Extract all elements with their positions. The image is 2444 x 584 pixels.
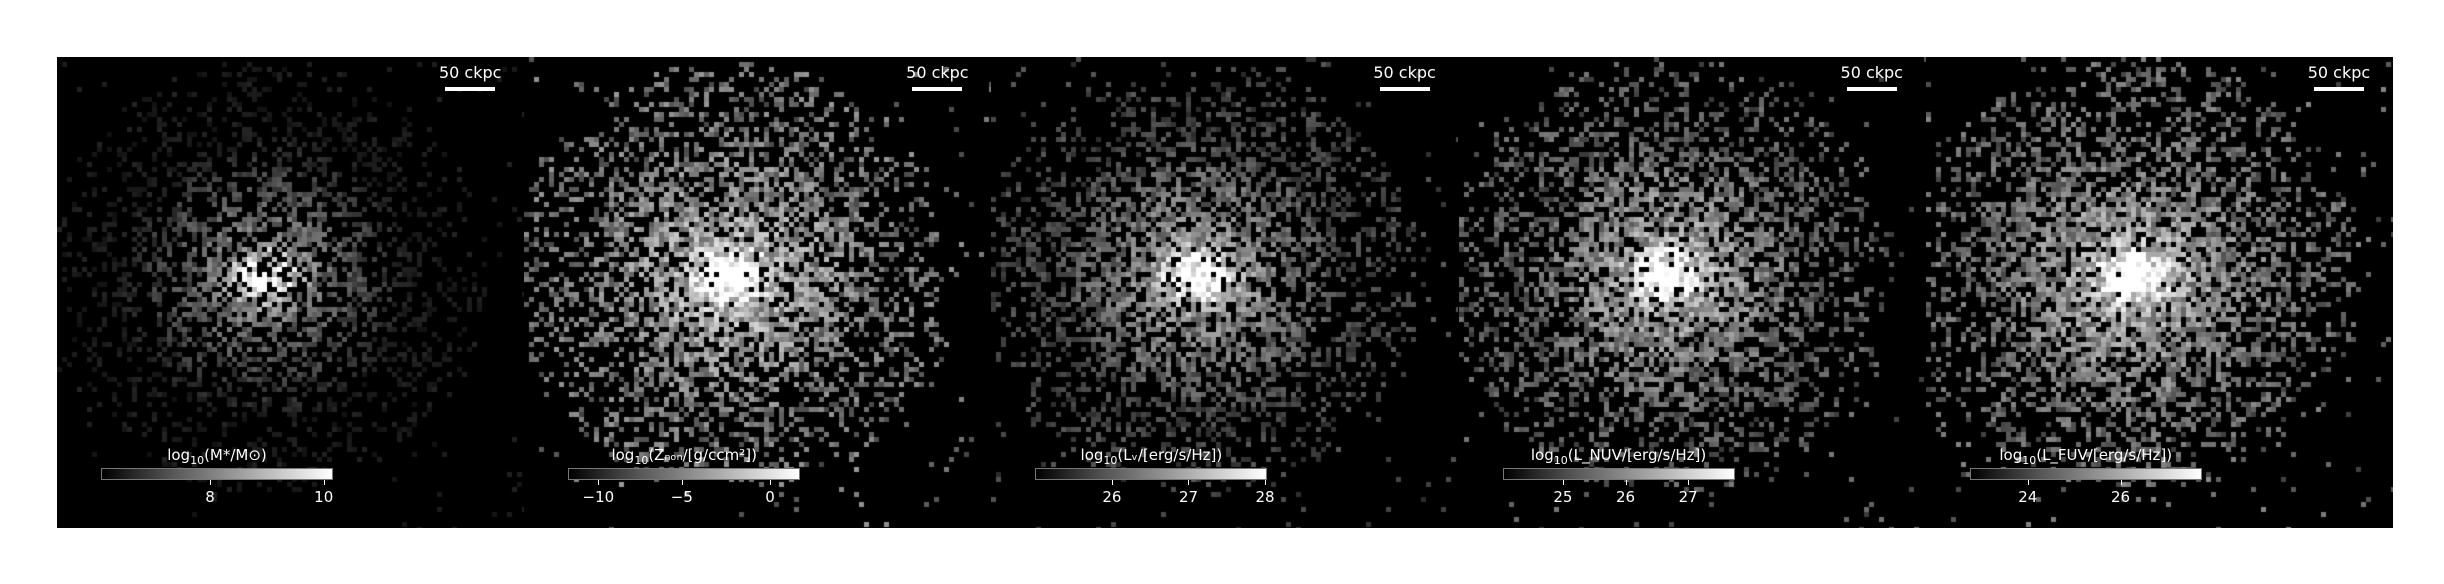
- colorbar-gradient: [101, 468, 333, 480]
- scale-bar: 50 ckpc: [1832, 63, 1912, 91]
- colorbar-tick-label: 24: [2018, 488, 2038, 506]
- colorbar-tick-label: 27: [1678, 488, 1698, 506]
- colorbar-label: log10(L_FUV/[erg/s/Hz]): [1999, 446, 2173, 467]
- scale-bar-line: [2313, 87, 2364, 91]
- colorbar-tick-label: 10: [314, 488, 334, 506]
- colorbar-tick-label: 27: [1178, 488, 1199, 506]
- colorbar-gradient: [1502, 468, 1735, 480]
- colorbar: log10(L_FUV/[erg/s/Hz]) 24 26: [1969, 446, 2202, 516]
- colorbar-tick: [598, 480, 600, 485]
- colorbar-tick-label: 26: [1615, 488, 1636, 506]
- scale-bar-line: [445, 87, 496, 91]
- pixel-map: [1925, 57, 2393, 528]
- colorbar-gradient: [1035, 468, 1268, 480]
- panel-stellar-mass: 50 ckpc log10(M*/M⊙) 8 10: [57, 57, 525, 528]
- colorbar: log10(Lᵥ/[erg/s/Hz]) 26 27 28: [1035, 446, 1275, 516]
- colorbar-tick-label: 28: [1255, 488, 1275, 506]
- scale-bar: 50 ckpc: [430, 63, 510, 91]
- panel-metallicity: 50 ckpc log10(Zₙₒₙ/[g/ccm²]) −10 −5 0: [524, 57, 992, 528]
- scale-bar-line: [1379, 87, 1430, 91]
- panel-v-band-luminosity: 50 ckpc log10(Lᵥ/[erg/s/Hz]) 26 27 28: [991, 57, 1459, 528]
- colorbar-tick: [1625, 480, 1627, 485]
- scale-bar: 50 ckpc: [2299, 63, 2379, 91]
- colorbar-tick-label: 26: [2111, 488, 2131, 506]
- colorbar-gradient: [568, 468, 801, 480]
- colorbar-tick: [1111, 480, 1113, 485]
- scale-bar-label: 50 ckpc: [1373, 63, 1436, 82]
- colorbar: log10(L_NUV/[erg/s/Hz]) 25 26 27: [1502, 446, 1735, 516]
- scale-bar-label: 50 ckpc: [2307, 63, 2371, 82]
- colorbar: log10(Zₙₒₙ/[g/ccm²]) −10 −5 0: [568, 446, 801, 516]
- colorbar-tick: [2120, 480, 2122, 485]
- colorbar-tick: [1188, 480, 1190, 485]
- colorbar-gradient: [1969, 468, 2202, 480]
- colorbar-tick: [323, 480, 325, 485]
- colorbar: log10(M*/M⊙) 8 10: [101, 446, 333, 516]
- pixel-map: [1458, 57, 1926, 528]
- colorbar-tick: [681, 480, 683, 485]
- colorbar-tick-label: 0: [765, 488, 775, 506]
- scale-bar-line: [912, 87, 963, 91]
- colorbar-label: log10(L_NUV/[erg/s/Hz]): [1530, 446, 1707, 467]
- colorbar-label: log10(Lᵥ/[erg/s/Hz]): [1080, 446, 1223, 467]
- colorbar-tick-label: 26: [1102, 488, 1122, 506]
- colorbar-tick: [210, 480, 212, 485]
- colorbar-tick: [770, 480, 772, 485]
- colorbar-tick-label: −5: [670, 488, 693, 506]
- scale-bar: 50 ckpc: [897, 63, 977, 91]
- galaxy-map-strip: 50 ckpc log10(M*/M⊙) 8 10 50 ckpc log10(Z…: [57, 57, 2393, 528]
- pixel-map: [57, 57, 524, 528]
- colorbar-tick: [1562, 480, 1564, 485]
- panel-fuv-luminosity: 50 ckpc log10(L_FUV/[erg/s/Hz]) 24 26: [1925, 57, 2393, 528]
- colorbar-tick: [1688, 480, 1690, 485]
- panel-nuv-luminosity: 50 ckpc log10(L_NUV/[erg/s/Hz]) 25 26 27: [1458, 57, 1926, 528]
- scale-bar-line: [1846, 87, 1897, 91]
- scale-bar-label: 50 ckpc: [438, 63, 502, 82]
- colorbar-tick: [2027, 480, 2029, 485]
- scale-bar-label: 50 ckpc: [1840, 63, 1903, 82]
- colorbar-label: log10(Zₙₒₙ/[g/ccm²]): [611, 446, 757, 467]
- pixel-map: [991, 57, 1459, 528]
- pixel-map: [524, 57, 992, 528]
- colorbar-tick: [1265, 480, 1267, 485]
- colorbar-label: log10(M*/M⊙): [167, 446, 267, 467]
- colorbar-tick-label: 25: [1553, 488, 1573, 506]
- colorbar-tick-label: −10: [582, 488, 615, 506]
- colorbar-tick-label: 8: [205, 488, 215, 506]
- scale-bar: 50 ckpc: [1365, 63, 1445, 91]
- scale-bar-label: 50 ckpc: [906, 63, 969, 82]
